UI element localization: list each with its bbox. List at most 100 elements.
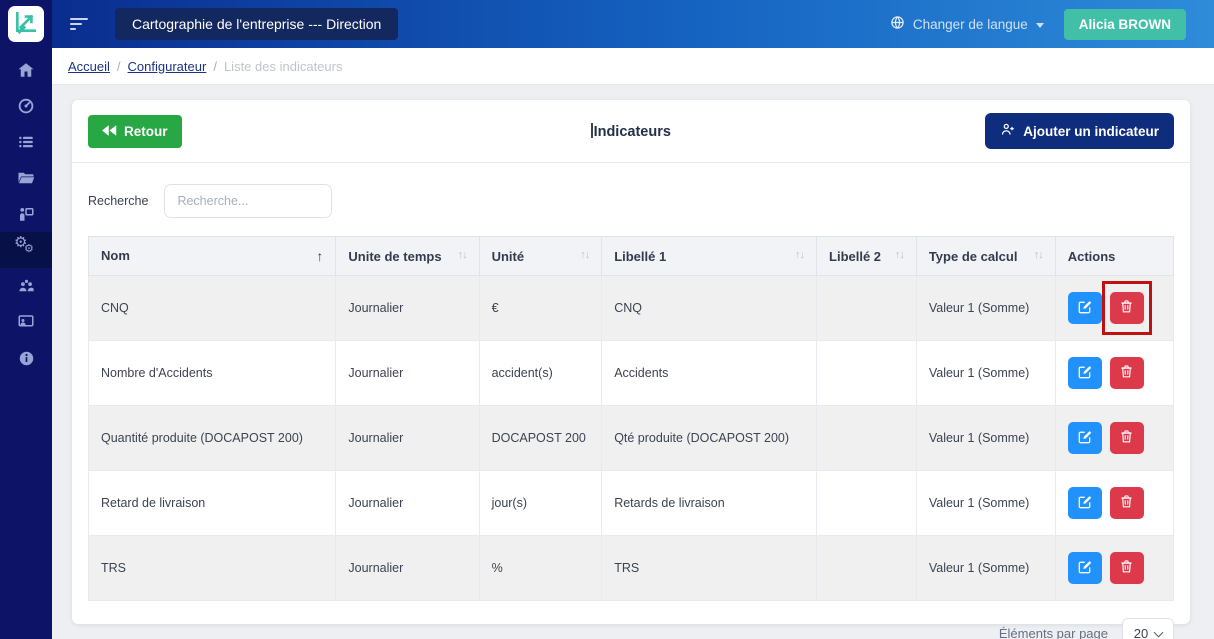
user-button[interactable]: Alicia BROWN (1063, 8, 1186, 40)
cell-actions (1054, 275, 1175, 341)
screen-share-icon (17, 313, 35, 331)
indicators-table-wrap: Nom↑↑↓ Unite de temps↑↑↓ Unité↑↑↓ Libell… (87, 236, 1175, 601)
trash-icon (1119, 559, 1134, 577)
edit-icon (1077, 494, 1093, 513)
cell-unite: accident(s) (478, 340, 603, 406)
trash-icon (1119, 299, 1134, 317)
user-plus-icon (1000, 122, 1015, 140)
cell-unite_temps: Journalier (335, 470, 480, 536)
trash-icon (1119, 494, 1134, 512)
language-label: Changer de langue (912, 16, 1028, 32)
column-header-actions: Actions↑↑↓ (1054, 236, 1175, 276)
delete-button[interactable] (1109, 357, 1144, 389)
breadcrumb-accueil[interactable]: Accueil (68, 58, 110, 74)
folder-icon (17, 169, 35, 187)
sidebar-item-home[interactable] (0, 52, 52, 88)
sidebar-item-settings[interactable]: ⚙ ⚙ (0, 232, 52, 268)
cell-libelle1: Retards de livraison (601, 470, 818, 536)
sidebar-item-info[interactable] (0, 340, 52, 376)
app-logo[interactable] (8, 6, 44, 42)
table-row: CNQ Journalier € CNQ Valeur 1 (Somme) (87, 275, 1175, 341)
page-size-select[interactable]: 20 (1122, 618, 1174, 639)
edit-button[interactable] (1067, 552, 1102, 584)
cell-unite_temps: Journalier (335, 535, 480, 601)
list-icon (17, 133, 35, 151)
menu-icon[interactable] (70, 18, 88, 30)
cell-libelle2 (816, 470, 917, 536)
sidebar-item-presentation[interactable] (0, 196, 52, 232)
column-header-type-de-calcul[interactable]: Type de calcul↑↑↓ (915, 236, 1056, 276)
app-title-chip: Cartographie de l'entreprise --- Directi… (115, 8, 399, 40)
cell-actions (1054, 535, 1175, 601)
cell-unite_temps: Journalier (335, 275, 480, 341)
sort-icon: ↑↓ (580, 248, 590, 261)
topbar: Cartographie de l'entreprise --- Directi… (52, 0, 1214, 48)
edit-icon (1077, 299, 1093, 318)
sidebar-item-dashboard[interactable] (0, 88, 52, 124)
chevron-down-icon (1035, 22, 1044, 28)
cell-libelle1: CNQ (601, 275, 818, 341)
sidebar-item-screen-share[interactable] (0, 304, 52, 340)
cell-unite: € (478, 275, 603, 341)
table-row: Nombre d'Accidents Journalier accident(s) A… (87, 340, 1175, 406)
sidebar-nav: ⚙ ⚙ (0, 52, 52, 376)
delete-button[interactable] (1109, 487, 1144, 519)
delete-button[interactable] (1109, 552, 1144, 584)
users-icon (17, 277, 36, 296)
rewind-icon (102, 124, 117, 139)
cell-nom: CNQ (87, 275, 337, 341)
cell-nom: TRS (87, 535, 337, 601)
search-label: Recherche (88, 194, 149, 208)
sidebar-item-folder[interactable] (0, 160, 52, 196)
home-icon (17, 61, 35, 79)
search-row: Recherche (72, 163, 1190, 229)
sidebar-item-list[interactable] (0, 124, 52, 160)
cell-type_calcul: Valeur 1 (Somme) (915, 470, 1056, 536)
column-header-unite-de-temps[interactable]: Unite de temps↑↑↓ (335, 236, 480, 276)
back-button[interactable]: Retour (88, 114, 182, 148)
breadcrumb-current: Liste des indicateurs (223, 58, 343, 74)
card-header: Retour Indicateurs Ajouter un indicateur (72, 100, 1190, 163)
dashboard-icon (17, 97, 35, 115)
table-footer: Éléments par page 20 (72, 601, 1190, 639)
column-header-nom[interactable]: Nom↑↑↓ (87, 236, 337, 276)
sidebar: ⚙ ⚙ (0, 0, 52, 639)
edit-button[interactable] (1067, 292, 1102, 324)
cell-actions (1054, 405, 1175, 471)
sort-icon: ↑↓ (457, 248, 468, 261)
cell-libelle2 (816, 405, 917, 471)
cell-type_calcul: Valeur 1 (Somme) (915, 340, 1056, 406)
cell-libelle2 (816, 340, 917, 406)
cell-actions (1054, 340, 1175, 406)
sidebar-item-users[interactable] (0, 268, 52, 304)
edit-icon (1077, 559, 1093, 578)
cell-libelle2 (816, 275, 917, 341)
edit-icon (1077, 364, 1093, 383)
cell-type_calcul: Valeur 1 (Somme) (915, 535, 1056, 601)
sort-icon: ↑↓ (795, 248, 805, 261)
chevron-down-icon (1153, 627, 1164, 637)
delete-button[interactable] (1109, 422, 1144, 454)
delete-button[interactable] (1109, 292, 1144, 324)
edit-button[interactable] (1067, 487, 1102, 519)
edit-button[interactable] (1067, 357, 1102, 389)
column-header-libelle-1[interactable]: Libellé 1↑↑↓ (601, 236, 818, 276)
breadcrumb: Accueil / Configurateur / Liste des indi… (52, 48, 1214, 85)
table-row: Quantité produite (DOCAPOST 200) Journali… (87, 405, 1175, 471)
cell-unite: % (478, 535, 603, 601)
edit-icon (1077, 429, 1093, 448)
cell-unite: DOCAPOST 200 (478, 405, 603, 471)
cell-unite_temps: Journalier (335, 340, 480, 406)
globe-icon (890, 15, 905, 33)
edit-button[interactable] (1067, 422, 1102, 454)
cell-type_calcul: Valeur 1 (Somme) (915, 405, 1056, 471)
breadcrumb-configurateur[interactable]: Configurateur (127, 58, 207, 74)
language-selector[interactable]: Changer de langue (890, 15, 1044, 33)
search-input[interactable] (164, 184, 333, 218)
cell-actions (1054, 470, 1175, 536)
cell-unite: jour(s) (478, 470, 603, 536)
column-header-libelle-2[interactable]: Libellé 2↑↑↓ (816, 236, 917, 276)
add-indicator-button[interactable]: Ajouter un indicateur (985, 113, 1174, 149)
column-header-unite[interactable]: Unité↑↑↓ (478, 236, 603, 276)
cell-nom: Quantité produite (DOCAPOST 200) (87, 405, 337, 471)
